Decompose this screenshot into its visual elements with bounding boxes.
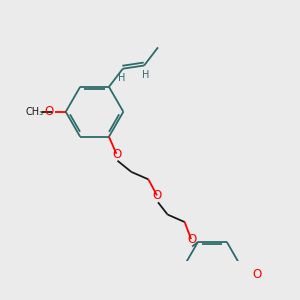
Text: O: O: [112, 148, 122, 161]
Text: O: O: [152, 189, 162, 202]
Text: O: O: [45, 105, 54, 118]
Text: CH₃: CH₃: [25, 107, 44, 117]
Text: O: O: [187, 233, 196, 246]
Text: O: O: [252, 268, 261, 281]
Text: H: H: [118, 73, 125, 83]
Text: H: H: [142, 70, 149, 80]
